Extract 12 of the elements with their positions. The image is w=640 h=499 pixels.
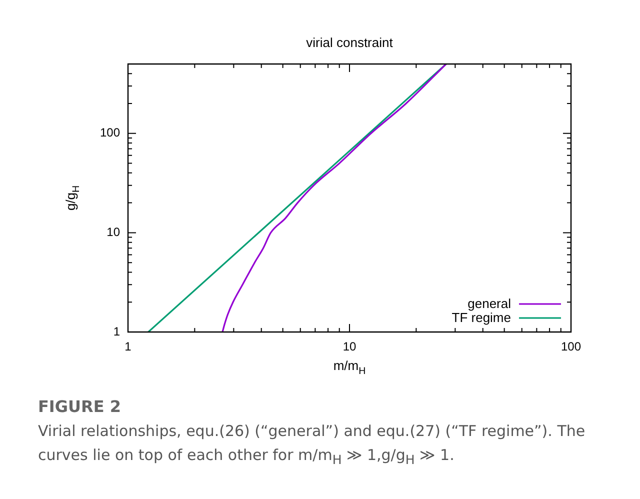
y-tick-label: 10 bbox=[106, 225, 120, 240]
x-tick-label: 10 bbox=[342, 340, 356, 354]
y-tick-label: 100 bbox=[100, 126, 120, 140]
legend-label: TF regime bbox=[452, 310, 511, 325]
y-axis-title: g/gH bbox=[63, 185, 82, 211]
chart-title: virial constraint bbox=[306, 35, 394, 50]
x-tick-label: 100 bbox=[560, 340, 582, 354]
caption: FIGURE 2 bbox=[38, 396, 122, 418]
y-tick-label: 1 bbox=[113, 324, 120, 338]
legend-label: general bbox=[468, 296, 512, 311]
text: Virial relationships, equ.(26) (“general”) and equ.(27) (“TF regime”). The curves lie on top of each other for m/m$_{H}$ ≫ 1,g/g$_{H}$ ≫ 1. bbox=[38, 421, 586, 469]
x-tick-label: 1 bbox=[124, 340, 132, 354]
